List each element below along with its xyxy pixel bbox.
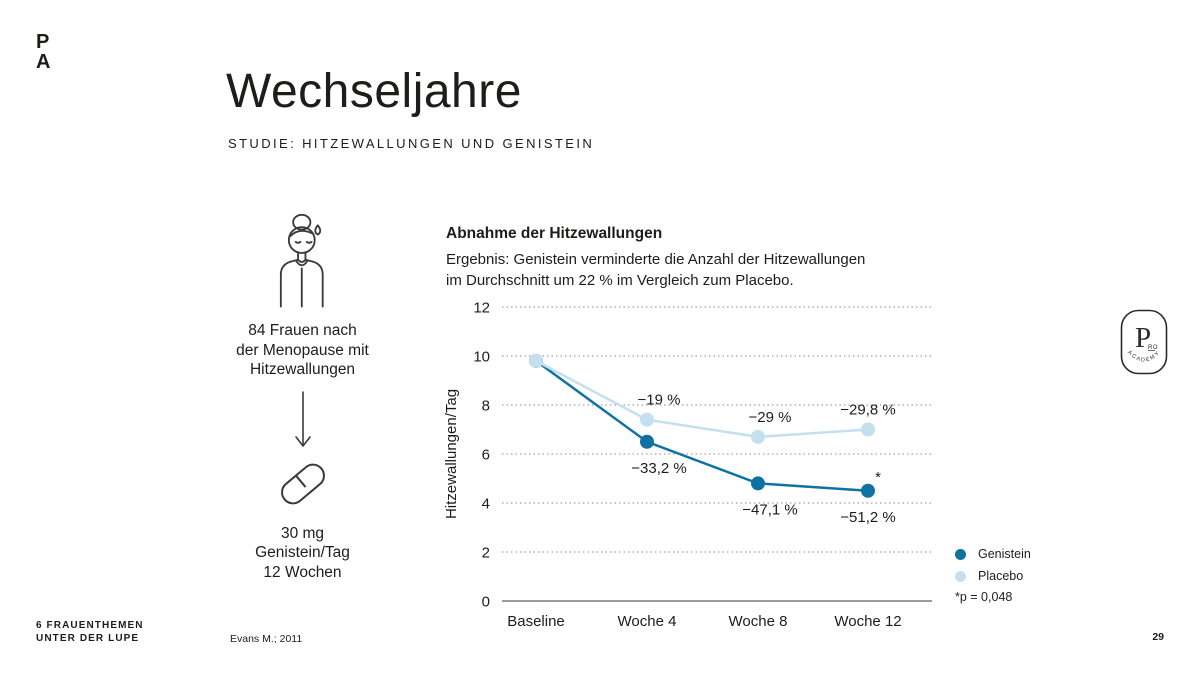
legend-row-genistein: Genistein (955, 543, 1031, 565)
dose-line: Genistein/Tag (255, 544, 350, 561)
chart-title: Abnahme der Hitzewallungen (446, 225, 663, 242)
y-tick-label: 8 (482, 398, 490, 415)
population-line: Hitzewallungen (249, 361, 356, 378)
pill-icon (280, 463, 325, 504)
data-point-placebo (751, 429, 765, 444)
point-label: −29 % (749, 409, 792, 426)
x-tick-label: Woche 12 (834, 613, 901, 630)
dose-line: 30 mg (280, 524, 325, 542)
study-panel: 84 Frauen nach der Menopause mit Hitzewa… (190, 213, 415, 582)
footer-series-line: 6 FRAUENTHEMEN (36, 620, 144, 631)
pill-wrap (190, 456, 415, 512)
point-label: −29,8 % (840, 402, 895, 419)
point-label: −19 % (638, 392, 681, 409)
data-point-placebo (640, 412, 654, 427)
footer-series-title: 6 FRAUENTHEMEN UNTER DER LUPE (36, 620, 144, 645)
data-point-placebo (861, 422, 875, 437)
brand-mark-line2: A (36, 51, 52, 73)
brand-mark: P A (36, 32, 51, 72)
chart-description-line: im Durchschnitt um 22 % im Vergleich zum… (446, 272, 794, 289)
data-point-genistein (751, 476, 765, 491)
series-line-genistein (535, 359, 869, 492)
point-label: −33,2 % (631, 460, 686, 477)
population-text: 84 Frauen nach der Menopause mit Hitzewa… (190, 321, 415, 380)
population-line: der Menopause mit (236, 341, 369, 359)
data-point-genistein (861, 483, 875, 498)
chart-description-line: Ergebnis: Genistein verminderte die Anza… (446, 251, 866, 268)
y-tick-label: 10 (473, 349, 490, 366)
genistein-dot-icon (955, 548, 966, 560)
arrow-wrap (190, 390, 415, 450)
page-title: Wechseljahre (226, 65, 522, 118)
stamp-letter: P (1135, 322, 1151, 354)
chart-description: Ergebnis: Genistein verminderte die Anza… (446, 249, 865, 291)
placebo-dot-icon (955, 570, 966, 582)
chart-legend: Genistein Placebo *p = 0,048 (955, 543, 1031, 604)
population-line: 84 Frauen nach (248, 322, 357, 339)
x-tick-label: Woche 8 (729, 613, 788, 630)
dose-line: 12 Wochen (263, 563, 342, 581)
y-tick-label: 2 (482, 545, 490, 562)
hitzewallungen-line-chart: 0 2 4 6 8 10 12 Hitzewallungen/Tag Baseline Woche… (443, 300, 932, 630)
p-value-footnote: *p = 0,048 (955, 590, 1013, 604)
page-number: 29 (1152, 631, 1164, 643)
point-label: −47,1 % (742, 501, 797, 518)
woman-hot-flash-icon (279, 213, 324, 308)
y-tick-label: 6 (482, 447, 490, 464)
x-tick-label: Baseline (507, 613, 565, 630)
point-label: −51,2 % (840, 509, 895, 526)
y-axis-title: Hitzewallungen/Tag (443, 389, 460, 519)
footer-series-line: UNTER DER LUPE (36, 632, 140, 644)
significance-asterisk: * (875, 469, 881, 486)
y-tick-label: 12 (473, 300, 490, 317)
data-point-placebo (529, 353, 543, 368)
brand-mark-line1: P (36, 31, 51, 53)
y-tick-label: 4 (482, 496, 490, 513)
footer-citation: Evans M.; 2011 (230, 633, 303, 645)
data-point-genistein (640, 434, 654, 449)
x-tick-label: Woche 4 (618, 613, 677, 630)
series-line-placebo (535, 359, 869, 439)
stamp-small-text: RO (1148, 345, 1158, 351)
dose-text: 30 mg Genistein/Tag 12 Wochen (190, 524, 415, 583)
legend-label-placebo: Placebo (978, 569, 1024, 583)
page-subtitle: STUDIE: HITZEWALLUNGEN UND GENISTEIN (228, 136, 595, 151)
legend-row-placebo: Placebo (955, 565, 1031, 587)
academy-stamp-logo: P RO ACADEMY (1120, 309, 1168, 375)
down-arrow-icon (294, 390, 311, 447)
y-tick-label: 0 (482, 594, 490, 611)
legend-label-genistein: Genistein (978, 547, 1031, 561)
